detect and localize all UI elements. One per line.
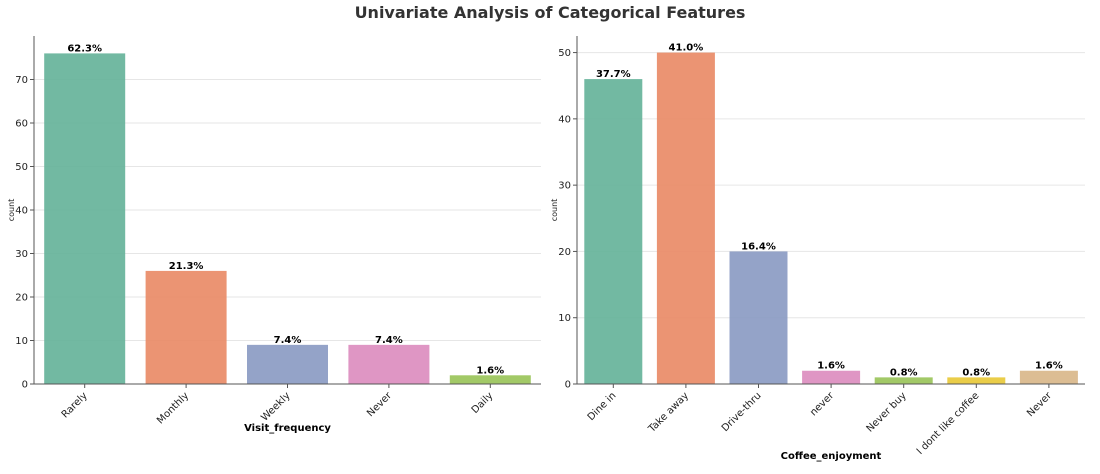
y-tick-label: 60 — [15, 119, 28, 130]
bar — [348, 344, 430, 384]
y-tick-label: 40 — [15, 206, 28, 217]
y-tick-label: 40 — [558, 114, 571, 125]
bar — [1019, 370, 1078, 384]
bar — [947, 377, 1006, 384]
data-label: 7.4% — [375, 335, 403, 346]
data-label: 7.4% — [274, 335, 302, 346]
y-tick-label: 0 — [565, 380, 571, 391]
data-label: 1.6% — [1035, 361, 1063, 372]
bar — [802, 370, 861, 384]
y-axis-label: count — [550, 199, 559, 222]
y-tick-label: 10 — [558, 313, 571, 324]
figure-title: Univariate Analysis of Categorical Featu… — [354, 3, 746, 22]
y-tick-label: 10 — [15, 336, 28, 347]
y-tick-label: 50 — [558, 48, 571, 59]
data-label: 37.7% — [596, 69, 631, 80]
data-label: 1.6% — [476, 365, 504, 376]
y-tick-label: 50 — [15, 162, 28, 173]
bar — [247, 344, 328, 384]
data-label: 16.4% — [741, 241, 776, 252]
data-label: 21.3% — [169, 261, 204, 272]
bar — [656, 52, 715, 384]
x-tick-label: Never buy — [865, 390, 909, 434]
bar — [449, 375, 531, 384]
data-label: 62.3% — [67, 43, 102, 54]
y-tick-label: 30 — [15, 249, 28, 260]
y-tick-label: 20 — [558, 247, 571, 258]
data-label: 1.6% — [817, 361, 845, 372]
x-axis-label: Coffee_enjoyment — [781, 451, 882, 462]
bar — [44, 53, 126, 385]
bar — [729, 251, 788, 384]
y-tick-label: 0 — [22, 380, 28, 391]
data-label: 41.0% — [669, 43, 704, 54]
y-axis-label: count — [7, 199, 16, 222]
bar — [874, 377, 933, 384]
y-tick-label: 20 — [15, 293, 28, 304]
x-tick-label: Never — [1025, 390, 1054, 419]
x-tick-label: never — [808, 390, 837, 419]
bar — [145, 270, 227, 384]
x-tick-label: Dine in — [586, 390, 619, 423]
data-label: 0.8% — [890, 367, 918, 378]
x-tick-label: I dont like coffee — [915, 390, 982, 457]
x-tick-label: Drive-thru — [720, 390, 764, 434]
y-tick-label: 30 — [558, 181, 571, 192]
bar — [584, 79, 643, 384]
x-tick-label: Take away — [646, 390, 691, 435]
y-tick-label: 70 — [15, 75, 28, 86]
data-label: 0.8% — [962, 367, 990, 378]
x-axis-label: Visit_frequency — [244, 423, 331, 434]
